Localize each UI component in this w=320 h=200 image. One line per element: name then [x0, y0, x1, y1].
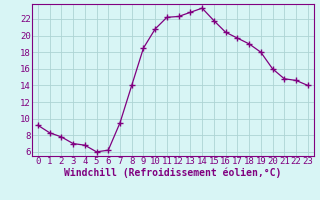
X-axis label: Windchill (Refroidissement éolien,°C): Windchill (Refroidissement éolien,°C): [64, 168, 282, 178]
